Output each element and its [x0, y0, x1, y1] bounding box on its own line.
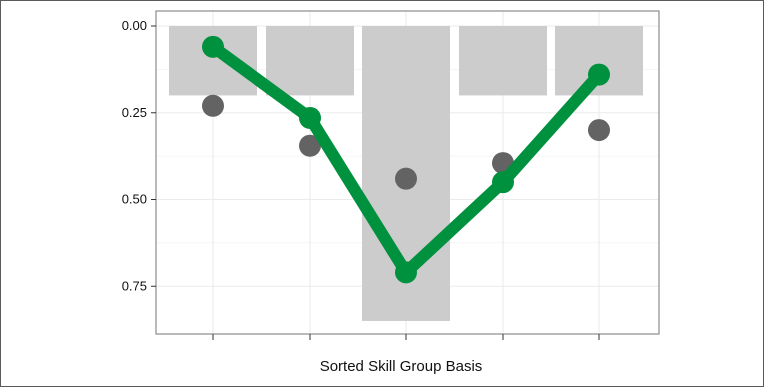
green-point — [492, 171, 514, 194]
green-point — [299, 106, 321, 129]
y-axis: 0.00 0.25 0.50 0.75 — [122, 18, 156, 293]
line-series — [202, 35, 610, 284]
green-point — [588, 63, 610, 86]
y-tick-label: 0.50 — [122, 192, 147, 207]
grey-point — [588, 119, 610, 142]
grey-point — [202, 94, 224, 117]
green-point — [395, 261, 417, 284]
x-axis — [212, 334, 600, 340]
x-axis-title: Sorted Skill Group Basis — [320, 358, 483, 375]
y-tick-label: 0.75 — [122, 278, 147, 293]
grey-point — [395, 167, 417, 190]
y-tick-label: 0.00 — [122, 18, 147, 33]
bar — [266, 26, 354, 96]
green-point — [202, 35, 224, 58]
y-tick-label: 0.25 — [122, 105, 147, 120]
grey-point — [299, 134, 321, 157]
bar — [459, 26, 547, 96]
plot-panel-border — [155, 10, 660, 335]
